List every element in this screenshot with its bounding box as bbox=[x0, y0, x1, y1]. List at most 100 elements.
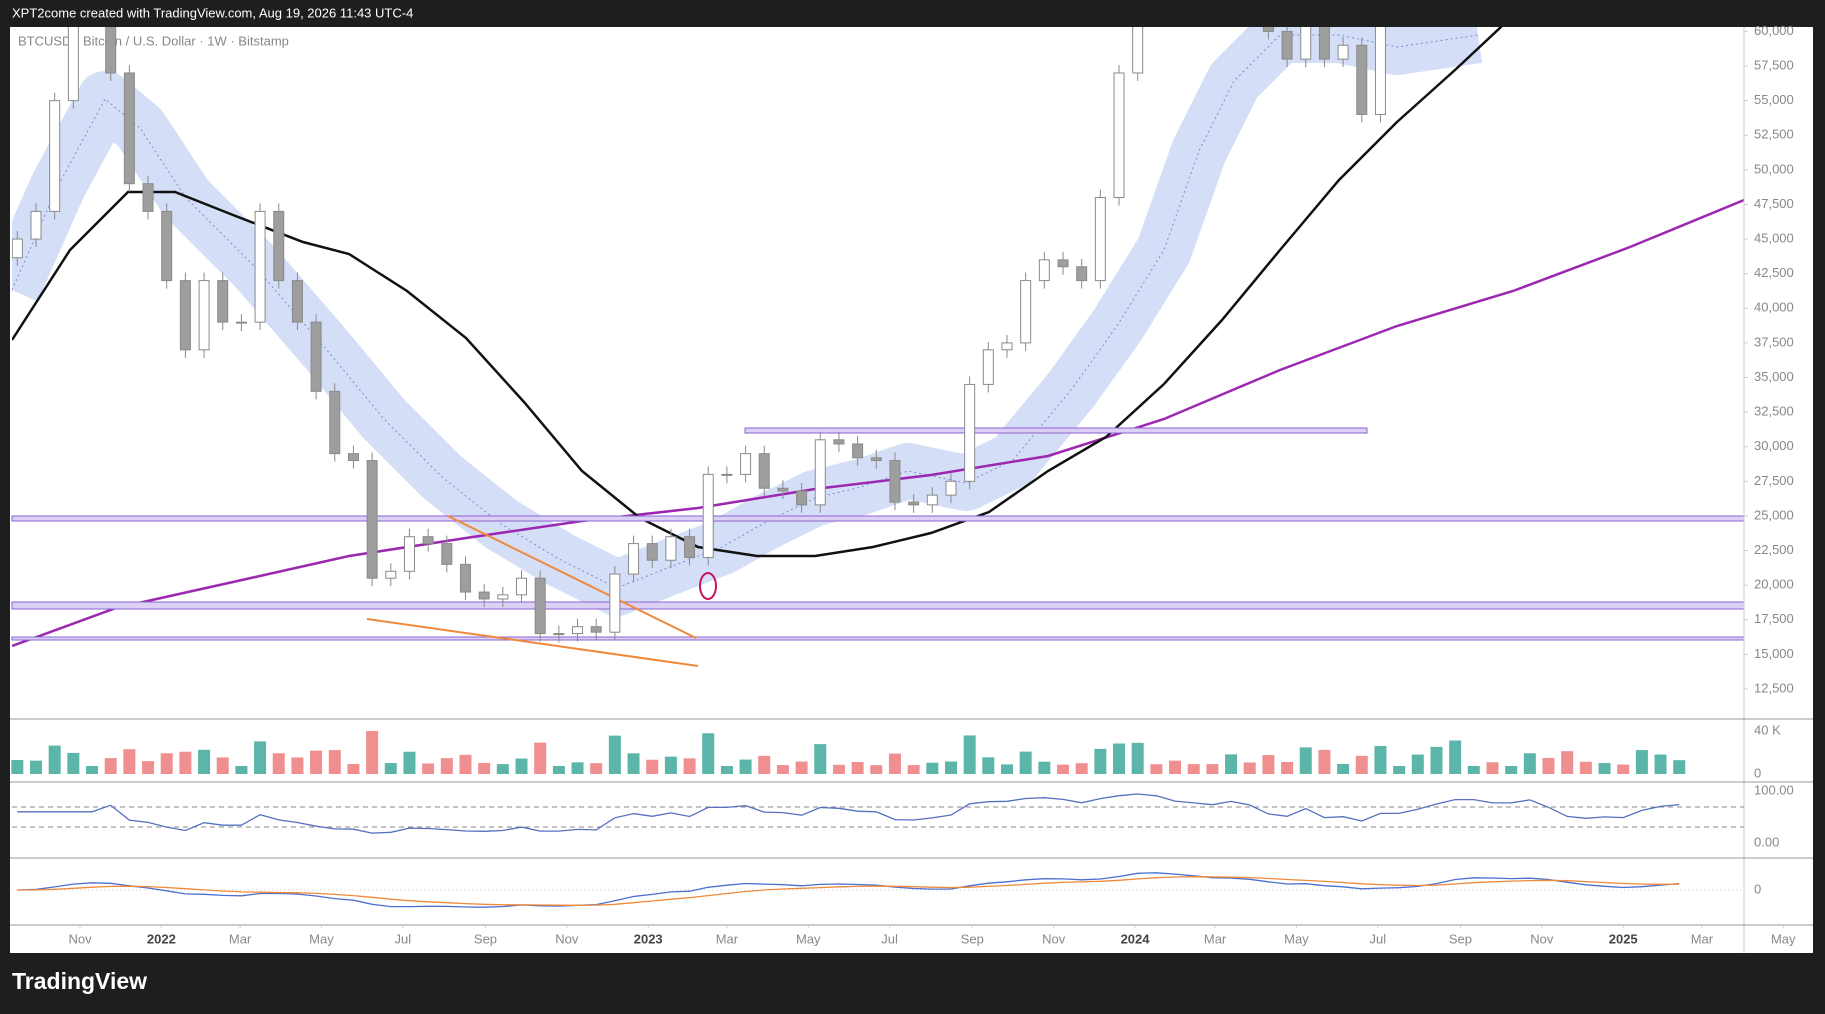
candle bbox=[254, 210, 266, 323]
candle bbox=[12, 238, 23, 259]
volume-bar bbox=[291, 757, 304, 774]
volume-bar bbox=[1467, 766, 1480, 774]
ma-200 bbox=[12, 198, 1744, 648]
candle bbox=[329, 390, 341, 455]
volume-bar bbox=[1187, 764, 1200, 774]
volume-bar bbox=[1505, 766, 1518, 774]
candle bbox=[982, 349, 994, 385]
candle bbox=[964, 383, 976, 482]
volume-bar bbox=[123, 749, 136, 774]
volume-bar bbox=[1131, 742, 1144, 774]
volume-bar bbox=[776, 765, 789, 774]
candle bbox=[684, 536, 696, 558]
volume-bar bbox=[1411, 754, 1424, 774]
y-tick-label: 47,500 bbox=[1754, 196, 1794, 211]
candle bbox=[385, 570, 397, 579]
candle bbox=[273, 210, 285, 282]
volume-bar bbox=[104, 758, 117, 774]
volume-bar bbox=[534, 742, 547, 774]
volume-bar bbox=[30, 760, 43, 774]
y-tick-label: 12,500 bbox=[1754, 680, 1794, 695]
volume-bar bbox=[1094, 748, 1107, 774]
volume-bar bbox=[683, 758, 696, 774]
candle bbox=[516, 577, 528, 596]
volume-bar bbox=[1673, 760, 1686, 774]
candle bbox=[310, 321, 322, 392]
candle bbox=[235, 321, 247, 324]
volume-bar bbox=[328, 750, 341, 774]
volume-bar bbox=[832, 764, 845, 774]
volume-bar bbox=[851, 762, 864, 774]
volume-bar bbox=[1598, 763, 1611, 774]
volume-bar bbox=[1374, 746, 1387, 774]
y-tick-label: 20,000 bbox=[1754, 577, 1794, 592]
candle bbox=[441, 543, 453, 565]
volume-bar bbox=[422, 763, 435, 774]
candle bbox=[478, 591, 490, 600]
x-tick-label: May bbox=[796, 931, 821, 946]
volume-bar bbox=[1561, 751, 1574, 774]
candle bbox=[1356, 44, 1368, 115]
volume-bar bbox=[366, 731, 379, 774]
x-tick-label: Sep bbox=[1449, 931, 1472, 946]
macd-tick-label: 0 bbox=[1754, 881, 1761, 896]
volume-bar bbox=[384, 763, 397, 774]
level bbox=[744, 427, 1368, 434]
candle bbox=[814, 439, 826, 506]
level bbox=[11, 636, 1745, 641]
volume-bar bbox=[608, 735, 621, 774]
volume-bar bbox=[86, 766, 99, 774]
volume-bar bbox=[254, 741, 267, 774]
candle bbox=[1337, 44, 1349, 60]
volume-bar bbox=[552, 766, 565, 774]
candle bbox=[1262, 27, 1274, 32]
volume-bar bbox=[1281, 762, 1294, 774]
volume-bar bbox=[1000, 764, 1013, 774]
candle bbox=[926, 494, 938, 506]
candle bbox=[49, 100, 61, 212]
volume-bar bbox=[216, 757, 229, 774]
volume-bar bbox=[403, 751, 416, 774]
rsi-line bbox=[17, 793, 1680, 834]
volume-bar bbox=[478, 762, 491, 774]
candle bbox=[497, 594, 509, 600]
volume-bar bbox=[1486, 762, 1499, 774]
level bbox=[11, 515, 1745, 522]
candle bbox=[758, 453, 770, 489]
volume-bar bbox=[440, 758, 453, 774]
volume-tick-label: 40 K bbox=[1754, 722, 1781, 737]
volume-bar bbox=[11, 760, 24, 774]
candles bbox=[12, 27, 1386, 643]
x-tick-label: May bbox=[1771, 931, 1796, 946]
candle bbox=[366, 460, 378, 579]
y-tick-label: 57,500 bbox=[1754, 57, 1794, 72]
candle bbox=[572, 626, 584, 635]
y-tick-label: 17,500 bbox=[1754, 611, 1794, 626]
candle bbox=[1300, 27, 1312, 60]
candle bbox=[1281, 30, 1293, 60]
trend-line bbox=[366, 618, 699, 667]
candle bbox=[1374, 27, 1386, 115]
x-tick-label: 2022 bbox=[147, 931, 176, 946]
candle bbox=[1020, 280, 1032, 344]
volume-bar bbox=[1243, 762, 1256, 774]
candle bbox=[1132, 27, 1144, 74]
rsi-tick-label: 0.00 bbox=[1754, 834, 1779, 849]
volume-bar bbox=[1299, 747, 1312, 774]
rsi-tick-label: 100.00 bbox=[1754, 782, 1794, 797]
candle bbox=[833, 439, 845, 445]
volume-bar bbox=[1617, 764, 1630, 774]
candle bbox=[1057, 259, 1069, 268]
x-tick-label: Jul bbox=[881, 931, 898, 946]
volume-bar bbox=[888, 753, 901, 774]
volume-bar bbox=[702, 733, 715, 774]
candle bbox=[852, 443, 864, 459]
symbol-title: BTCUSD · Bitcoin / U.S. Dollar · 1W · Bi… bbox=[18, 33, 289, 48]
volume-bar bbox=[1654, 754, 1667, 774]
volume-bar bbox=[142, 761, 155, 774]
volume-bar bbox=[1355, 755, 1368, 774]
volume-bar bbox=[664, 756, 677, 774]
volume-tick-label: 0 bbox=[1754, 765, 1761, 780]
